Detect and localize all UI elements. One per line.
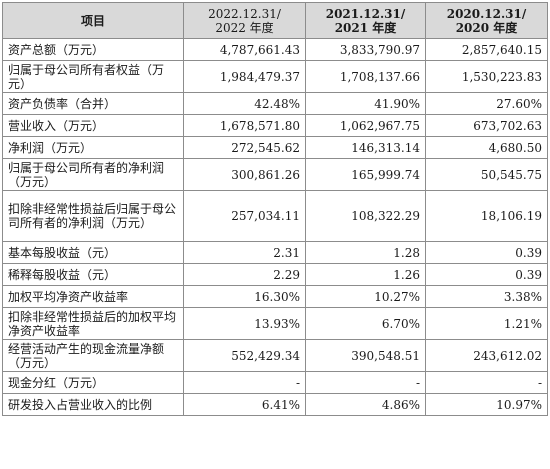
table-row: 扣除非经常性损益后的加权平均净资产收益率 13.93% 6.70% 1.21% (2, 307, 548, 340)
row-label: 基本每股收益（元） (2, 241, 184, 264)
value-2020: 18,106.19 (425, 190, 548, 242)
value-2020: 1.21% (425, 307, 548, 340)
row-label: 研发投入占营业收入的比例 (2, 393, 184, 416)
table-row: 营业收入（万元） 1,678,571.80 1,062,967.75 673,7… (2, 114, 548, 137)
value-2021: 165,999.74 (305, 158, 426, 191)
table-row: 研发投入占营业收入的比例 6.41% 4.86% 10.97% (2, 393, 548, 416)
financial-indicators-table: 项目 2022.12.31/2022 年度 2021.12.31/2021 年度… (2, 2, 548, 416)
table-row: 归属于母公司所有者的净利润（万元） 300,861.26 165,999.74 … (2, 158, 548, 191)
table-row: 稀释每股收益（元） 2.29 1.26 0.39 (2, 263, 548, 286)
value-2021: 4.86% (305, 393, 426, 416)
header-item: 项目 (2, 2, 184, 39)
value-2020: 0.39 (425, 241, 548, 264)
table-row: 扣除非经常性损益后归属于母公司所有者的净利润（万元） 257,034.11 10… (2, 190, 548, 242)
header-2020: 2020.12.31/2020 年度 (425, 2, 548, 39)
value-2021: 1,708,137.66 (305, 60, 426, 93)
value-2021: 1,062,967.75 (305, 114, 426, 137)
value-2020: - (425, 371, 548, 394)
value-2021: 390,548.51 (305, 339, 426, 372)
value-2020: 1,530,223.83 (425, 60, 548, 93)
value-2020: 3.38% (425, 285, 548, 308)
row-label: 归属于母公司所有者的净利润（万元） (2, 158, 184, 191)
header-row: 项目 2022.12.31/2022 年度 2021.12.31/2021 年度… (2, 2, 548, 39)
table-row: 资产负债率（合并） 42.48% 41.90% 27.60% (2, 92, 548, 115)
header-2022: 2022.12.31/2022 年度 (183, 2, 306, 39)
value-2022: 2.31 (183, 241, 306, 264)
header-2021: 2021.12.31/2021 年度 (305, 2, 426, 39)
value-2020: 0.39 (425, 263, 548, 286)
value-2022: - (183, 371, 306, 394)
row-label: 加权平均净资产收益率 (2, 285, 184, 308)
value-2021: 108,322.29 (305, 190, 426, 242)
value-2021: 10.27% (305, 285, 426, 308)
value-2020: 10.97% (425, 393, 548, 416)
row-label: 净利润（万元） (2, 136, 184, 159)
value-2020: 243,612.02 (425, 339, 548, 372)
financial-table-container: 项目 2022.12.31/2022 年度 2021.12.31/2021 年度… (2, 2, 548, 416)
row-label: 营业收入（万元） (2, 114, 184, 137)
value-2022: 42.48% (183, 92, 306, 115)
value-2022: 1,984,479.37 (183, 60, 306, 93)
value-2020: 2,857,640.15 (425, 38, 548, 61)
value-2022: 272,545.62 (183, 136, 306, 159)
value-2021: 1.26 (305, 263, 426, 286)
table-row: 经营活动产生的现金流量净额（万元） 552,429.34 390,548.51 … (2, 339, 548, 372)
row-label: 资产负债率（合并） (2, 92, 184, 115)
row-label: 归属于母公司所有者权益（万元） (2, 60, 184, 93)
table-row: 净利润（万元） 272,545.62 146,313.14 4,680.50 (2, 136, 548, 159)
value-2022: 2.29 (183, 263, 306, 286)
value-2021: 6.70% (305, 307, 426, 340)
value-2022: 16.30% (183, 285, 306, 308)
value-2022: 4,787,661.43 (183, 38, 306, 61)
value-2022: 552,429.34 (183, 339, 306, 372)
value-2021: 3,833,790.97 (305, 38, 426, 61)
row-label: 扣除非经常性损益后归属于母公司所有者的净利润（万元） (2, 190, 184, 242)
value-2020: 4,680.50 (425, 136, 548, 159)
value-2022: 1,678,571.80 (183, 114, 306, 137)
value-2020: 27.60% (425, 92, 548, 115)
value-2022: 6.41% (183, 393, 306, 416)
value-2022: 13.93% (183, 307, 306, 340)
table-row: 基本每股收益（元） 2.31 1.28 0.39 (2, 241, 548, 264)
row-label: 资产总额（万元） (2, 38, 184, 61)
value-2021: - (305, 371, 426, 394)
table-row: 归属于母公司所有者权益（万元） 1,984,479.37 1,708,137.6… (2, 60, 548, 93)
value-2020: 673,702.63 (425, 114, 548, 137)
table-row: 资产总额（万元） 4,787,661.43 3,833,790.97 2,857… (2, 38, 548, 61)
table-row: 加权平均净资产收益率 16.30% 10.27% 3.38% (2, 285, 548, 308)
row-label: 经营活动产生的现金流量净额（万元） (2, 339, 184, 372)
value-2021: 1.28 (305, 241, 426, 264)
row-label: 扣除非经常性损益后的加权平均净资产收益率 (2, 307, 184, 340)
row-label: 现金分红（万元） (2, 371, 184, 394)
row-label: 稀释每股收益（元） (2, 263, 184, 286)
value-2022: 257,034.11 (183, 190, 306, 242)
value-2022: 300,861.26 (183, 158, 306, 191)
value-2021: 41.90% (305, 92, 426, 115)
table-row: 现金分红（万元） - - - (2, 371, 548, 394)
value-2020: 50,545.75 (425, 158, 548, 191)
value-2021: 146,313.14 (305, 136, 426, 159)
